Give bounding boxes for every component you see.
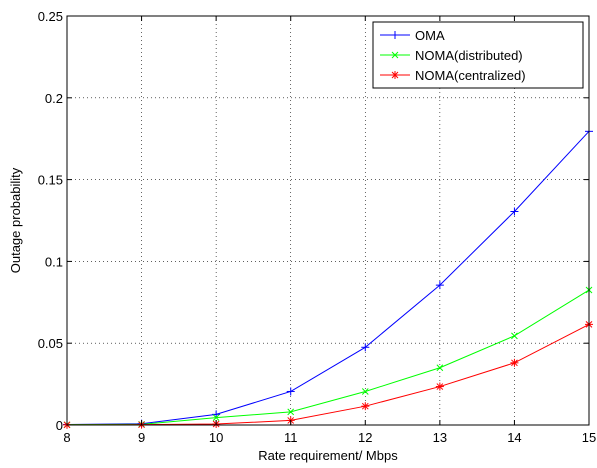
data-point-noma-distributed: [511, 332, 518, 340]
x-tick-label: 9: [138, 430, 145, 445]
data-point-oma: [286, 387, 295, 396]
marker-stroke: [287, 408, 295, 416]
y-tick-label: 0.2: [45, 91, 63, 106]
data-point-noma-distributed: [436, 364, 444, 372]
legend: OMA NOMA(distributed) NOMA(centralized): [372, 21, 584, 89]
data-point-oma: [361, 343, 370, 352]
y-tick-label: 0.15: [38, 173, 63, 188]
data-point-noma-distributed: [212, 414, 220, 421]
data-point-oma: [435, 281, 444, 290]
marker-stroke: [212, 414, 220, 421]
data-point-noma-centralized: [361, 402, 370, 411]
y-tick-label: 0: [56, 418, 63, 433]
x-tick-label: 13: [433, 430, 447, 445]
marker-stroke: [436, 383, 444, 390]
legend-marker: [391, 51, 399, 59]
x-tick-label: 12: [358, 430, 372, 445]
legend-label: NOMA(distributed): [415, 48, 523, 63]
series-line-noma-distributed: [66, 289, 590, 426]
x-tick-label: 15: [582, 430, 596, 445]
x-tick-label: 10: [209, 430, 223, 445]
legend-label: OMA: [415, 28, 445, 43]
y-axis-label: Outage probability: [8, 167, 23, 273]
data-point-noma-centralized: [510, 358, 519, 367]
x-tick-label: 14: [507, 430, 521, 445]
legend-entry-oma: OMA: [380, 28, 445, 43]
plot-frame: [66, 15, 590, 426]
x-tick-label: 11: [284, 430, 298, 445]
marker-stroke: [436, 364, 444, 372]
x-tick-label: 8: [63, 430, 70, 445]
y-tick-label: 0.25: [38, 9, 63, 24]
legend-marker: [391, 71, 399, 79]
data-point-oma: [510, 207, 519, 216]
series-line-oma: [66, 130, 590, 426]
legend-marker: [391, 31, 399, 39]
legend-entry-noma-centralized: NOMA(centralized): [380, 68, 526, 83]
data-point-noma-distributed: [361, 388, 369, 395]
y-tick-label: 0.05: [38, 336, 63, 351]
grid-lines: [67, 16, 589, 425]
marker-stroke: [361, 402, 369, 410]
marker-stroke: [391, 51, 399, 59]
legend-label: NOMA(centralized): [415, 68, 526, 83]
marker-stroke: [391, 71, 399, 79]
x-axis-label: Rate requirement/ Mbps: [258, 448, 398, 463]
data-point-noma-centralized: [435, 382, 444, 391]
marker-stroke: [511, 332, 518, 340]
y-tick-label: 0.1: [45, 254, 63, 269]
axis-ticks: 8 9 10 11 12 13 14 15 0 0.05 0.1 0.15 0.2 0.25: [38, 9, 597, 445]
data-point-noma-distributed: [287, 408, 295, 416]
marker-stroke: [361, 388, 369, 395]
marker-stroke: [511, 359, 518, 367]
legend-entry-noma-distributed: NOMA(distributed): [380, 48, 523, 63]
